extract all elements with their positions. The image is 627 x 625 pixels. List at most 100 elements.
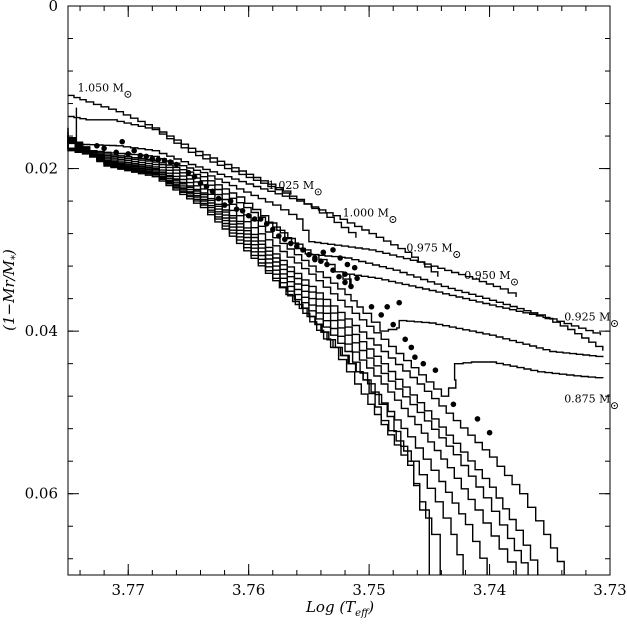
- y-axis-title: (1−Mr/M*): [0, 249, 21, 331]
- observed-point: [320, 249, 327, 256]
- observed-point: [300, 247, 306, 253]
- observed-point: [173, 161, 180, 168]
- mass-label: 1.025 M: [268, 179, 314, 192]
- observed-point: [351, 264, 358, 271]
- mass-label: 0.875 M: [564, 393, 610, 406]
- observed-point: [227, 198, 234, 204]
- observed-point: [474, 416, 481, 422]
- observed-point: [344, 261, 351, 268]
- tick-labels: 3.77 3.76 3.75 3.74 3.73 0 0.02 0.04 0.06: [25, 0, 627, 599]
- solar-symbol-icon: [389, 216, 397, 223]
- observed-point: [137, 152, 144, 159]
- x-tick-label: 3.75: [352, 581, 385, 599]
- observed-point: [408, 344, 415, 351]
- y-tick-label: 0.04: [25, 322, 58, 340]
- x-tick-label: 3.74: [473, 581, 506, 599]
- x-axis-title: Log (Teff): [305, 598, 374, 619]
- solar-symbol-dot: [392, 218, 394, 221]
- observed-point: [233, 206, 240, 212]
- observed-point: [251, 216, 258, 222]
- observed-point: [131, 147, 137, 154]
- observed-point: [330, 267, 336, 274]
- observed-point: [119, 138, 125, 145]
- observed-point: [282, 236, 288, 243]
- observed-point: [185, 169, 192, 176]
- evolutionary-track: [68, 94, 292, 195]
- observed-point: [161, 157, 168, 164]
- data-points: [94, 138, 493, 436]
- observed-point: [209, 188, 216, 195]
- observed-point: [101, 145, 107, 152]
- observed-point: [337, 255, 344, 261]
- solar-symbol-icon: [611, 402, 618, 410]
- observed-point: [378, 312, 385, 318]
- observed-point: [221, 202, 228, 208]
- y-tick-label: 0: [48, 0, 58, 15]
- solar-symbol-dot: [513, 281, 516, 283]
- observed-point: [294, 243, 300, 250]
- observed-point: [306, 251, 312, 258]
- observed-point: [324, 261, 330, 268]
- solar-symbol-icon: [611, 320, 618, 328]
- evolutionary-track: [75, 107, 439, 277]
- observed-point: [354, 275, 360, 282]
- observed-point: [257, 216, 264, 222]
- observed-point: [149, 156, 156, 162]
- observed-point: [432, 367, 439, 374]
- observed-point: [197, 180, 204, 186]
- solar-symbol-dot: [127, 93, 129, 96]
- solar-symbol-icon: [124, 90, 132, 98]
- mass-label: 0.975 M: [406, 242, 452, 255]
- observed-point: [270, 226, 276, 233]
- observed-point: [368, 304, 375, 310]
- solar-symbol-icon: [511, 278, 518, 286]
- evolutionary-track: [67, 134, 604, 358]
- observed-point: [384, 304, 391, 310]
- y-tick-label: 0.06: [25, 485, 58, 503]
- y-tick-label: 0.02: [25, 160, 58, 178]
- solar-symbol-dot: [613, 322, 616, 325]
- mass-label: 1.000 M: [343, 207, 389, 220]
- observed-point: [239, 208, 246, 214]
- observed-point: [336, 273, 342, 280]
- evolutionary-track: [68, 137, 539, 575]
- solar-symbol-icon: [314, 188, 322, 196]
- mass-label: 0.950 M: [464, 269, 510, 282]
- solar-symbol-icon: [453, 251, 461, 258]
- observed-point: [312, 256, 318, 263]
- solar-symbol-dot: [613, 404, 616, 407]
- observed-point: [113, 149, 119, 156]
- observed-point: [486, 429, 493, 436]
- evolutionary-track: [68, 115, 357, 238]
- evolutionary-track: [67, 132, 602, 336]
- mass-label: 1.050 M: [78, 81, 124, 94]
- observed-point: [402, 336, 409, 343]
- evolutionary-track: [68, 142, 430, 575]
- plot-frame: [67, 5, 611, 576]
- observed-point: [215, 195, 222, 202]
- observed-point: [203, 183, 210, 190]
- solar-symbol-dot: [317, 191, 320, 193]
- x-tick-label: 3.76: [232, 581, 265, 599]
- observed-point: [263, 221, 270, 227]
- observed-point: [330, 247, 336, 253]
- observed-point: [396, 299, 403, 306]
- observed-point: [125, 151, 131, 157]
- observed-point: [342, 271, 348, 278]
- observed-point: [245, 212, 252, 219]
- observed-point: [348, 283, 354, 290]
- x-tick-label: 3.73: [593, 581, 626, 599]
- mass-label: 0.925 M: [564, 311, 610, 324]
- observed-point: [288, 240, 294, 247]
- observed-point: [94, 143, 100, 149]
- observed-point: [450, 401, 457, 408]
- observed-point: [342, 279, 348, 286]
- observed-point: [420, 360, 427, 367]
- observed-point: [143, 153, 150, 160]
- axis-ticks: [68, 5, 611, 575]
- observed-point: [318, 258, 324, 265]
- observed-point: [390, 321, 397, 328]
- observed-point: [167, 159, 174, 165]
- observed-point: [412, 354, 418, 361]
